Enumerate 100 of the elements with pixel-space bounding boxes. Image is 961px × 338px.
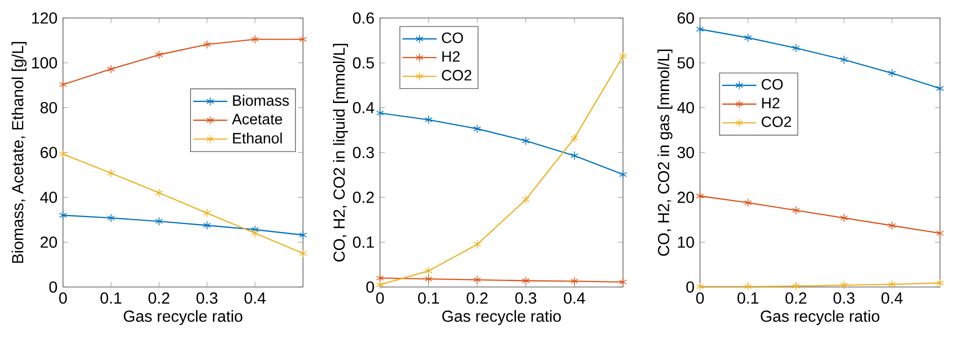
point <box>299 248 307 258</box>
point <box>424 274 432 284</box>
y-axis-title: Biomass, Acetate, Ethanol [g/L] <box>12 42 27 263</box>
x-axis-title: Gas recycle ratio <box>760 310 880 326</box>
point <box>473 275 482 284</box>
point <box>473 124 482 134</box>
x-tick-label: 0.4 <box>244 292 266 304</box>
point <box>619 278 627 286</box>
point <box>251 34 259 44</box>
point <box>792 282 800 291</box>
x-tick-label: 0.2 <box>466 292 488 304</box>
x-tick-label: 0.3 <box>515 292 536 304</box>
x-axis-title: Gas recycle ratio <box>124 310 242 326</box>
legend-label: Ethanol <box>233 132 282 144</box>
point <box>424 266 432 276</box>
point <box>936 84 944 93</box>
point <box>522 276 530 286</box>
point <box>203 220 211 230</box>
point <box>696 24 704 34</box>
y-tick-label: 0.4 <box>352 102 374 114</box>
legend-label: CO <box>762 79 783 90</box>
x-tick-label: 0.4 <box>564 292 586 304</box>
y-tick-label: 50 <box>677 57 694 69</box>
y-axis-title: CO, H2, CO2 in liquid [mmol/L] <box>333 44 348 262</box>
x-tick-label: 0.3 <box>834 292 854 304</box>
y-tick-label: 0 <box>49 281 57 293</box>
point <box>570 134 578 143</box>
point <box>696 282 704 291</box>
point <box>522 195 530 204</box>
y-tick-label: 0.2 <box>352 192 374 204</box>
point <box>570 151 578 160</box>
x-tick-label: 0.1 <box>100 292 122 304</box>
point <box>570 276 578 286</box>
point <box>59 150 67 158</box>
y-tick-label: 40 <box>677 102 694 114</box>
y-tick-label: 60 <box>678 12 694 24</box>
y-tick-label: 10 <box>678 236 694 248</box>
y-tick-label: 0.1 <box>352 236 374 248</box>
x-tick-label: 0.3 <box>196 292 218 304</box>
point <box>522 136 530 146</box>
x-tick-label: 0.1 <box>418 292 439 304</box>
x-tick-label: 0.2 <box>148 292 170 304</box>
point <box>888 68 896 78</box>
y-tick-label: 0.5 <box>352 57 374 69</box>
point <box>59 210 67 220</box>
x-tick-label: 0.2 <box>786 292 806 304</box>
point <box>888 221 896 230</box>
point <box>376 280 384 290</box>
point <box>59 80 67 89</box>
x-tick-label: 0 <box>696 292 704 304</box>
point <box>424 115 432 124</box>
y-tick-label: 0.3 <box>352 146 374 158</box>
point <box>107 168 115 178</box>
point <box>792 206 800 215</box>
legend-label: Acetate <box>232 114 282 124</box>
x-tick-label: 0 <box>59 292 67 304</box>
point <box>696 192 704 200</box>
x-axis-title: Gas recycle ratio <box>442 310 561 326</box>
point <box>744 33 752 42</box>
legend-label: CO2 <box>442 70 472 81</box>
point <box>155 50 163 60</box>
point <box>107 64 115 74</box>
legend-label: CO <box>442 32 463 44</box>
x-tick-label: 0.1 <box>738 292 758 304</box>
point <box>155 188 163 198</box>
point <box>840 214 848 222</box>
point <box>376 274 384 282</box>
x-tick-label: 0.4 <box>882 292 903 304</box>
point <box>744 198 752 208</box>
y-tick-label: 40 <box>40 192 57 203</box>
y-tick-label: 30 <box>677 146 694 158</box>
point <box>473 240 482 249</box>
y-tick-label: 60 <box>40 146 57 158</box>
point <box>888 280 896 289</box>
legend-label: H2 <box>762 98 780 108</box>
point <box>840 280 848 290</box>
y-tick-label: 0 <box>686 281 694 293</box>
point <box>936 278 944 288</box>
legend-label: H2 <box>442 51 460 62</box>
point <box>619 170 627 179</box>
x-tick-label: 0 <box>376 292 384 304</box>
y-tick-label: 100 <box>32 57 57 68</box>
point <box>840 55 848 64</box>
point <box>203 40 211 49</box>
point <box>107 214 115 222</box>
point <box>299 34 307 44</box>
point <box>299 230 307 240</box>
y-tick-label: 20 <box>678 192 694 204</box>
point <box>376 108 384 118</box>
point <box>792 44 800 52</box>
y-tick-label: 0 <box>366 281 374 293</box>
point <box>936 228 944 238</box>
y-tick-label: 120 <box>32 12 57 24</box>
y-tick-label: 0.6 <box>352 12 374 24</box>
y-axis-title: CO, H2, CO2 in gas [mmol/L] <box>657 50 672 256</box>
legend-label: CO2 <box>762 116 792 128</box>
point <box>744 282 752 291</box>
point <box>251 228 259 238</box>
y-tick-label: 80 <box>40 102 57 114</box>
point <box>155 216 163 226</box>
